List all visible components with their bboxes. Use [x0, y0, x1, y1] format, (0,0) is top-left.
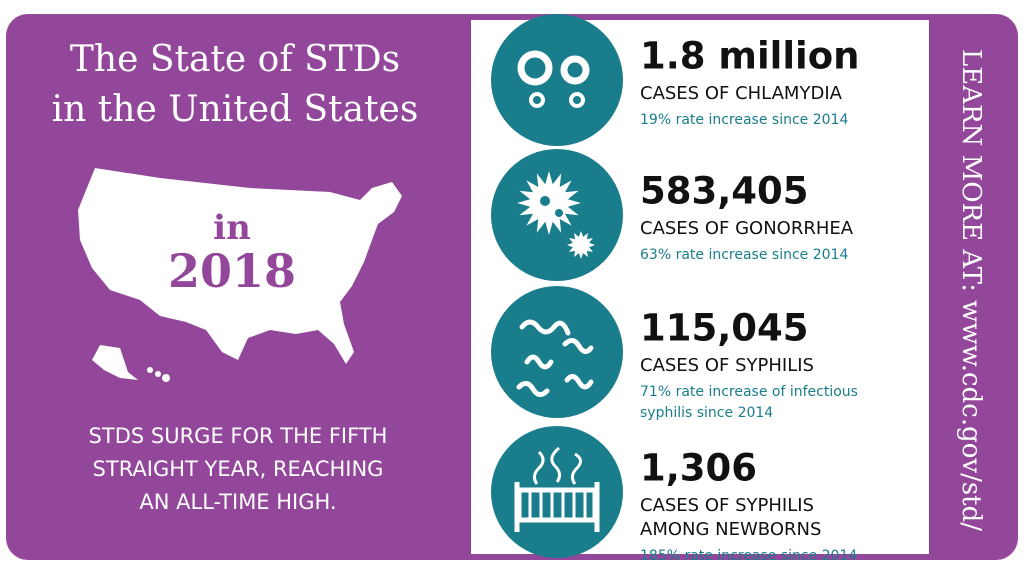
- icon-part: [532, 450, 545, 485]
- title-line: in the United States: [52, 89, 419, 130]
- icon-part: [524, 354, 554, 370]
- stat-note: 19% rate increase since 2014: [640, 112, 848, 128]
- stat-label: AMONG NEWBORNS: [640, 519, 821, 540]
- icon-part: [540, 196, 550, 206]
- alaska: [92, 345, 138, 380]
- sidebar-link[interactable]: LEARN MORE AT: www.cdc.gov/std/: [956, 49, 986, 531]
- stat-label: CASES OF SYPHILIS: [640, 495, 814, 516]
- stat-row: 1.8 million CASES OF CHLAMYDIA 19% rate in…: [491, 14, 859, 146]
- icon-part: [519, 319, 571, 336]
- hawaii: [155, 371, 161, 377]
- stat-icon-circle: [491, 14, 623, 146]
- map-label: in: [213, 208, 251, 248]
- hawaii: [147, 367, 153, 373]
- icon-part: [555, 209, 563, 217]
- headline-line: STRAIGHT YEAR, REACHING: [93, 457, 384, 481]
- hawaii: [162, 374, 170, 382]
- stat-figure: 115,045: [640, 307, 809, 350]
- mainland: [78, 168, 402, 364]
- headline-line: AN ALL-TIME HIGH.: [139, 490, 336, 514]
- icon-part: [570, 452, 582, 485]
- stat-icon-circle: [491, 286, 623, 418]
- icon-part: [516, 381, 550, 397]
- stat-note: 185% rate increase since 2014: [640, 548, 857, 564]
- stat-label: CASES OF SYPHILIS: [640, 355, 814, 376]
- stat-row: 1,306 CASES OF SYPHILIS AMONG NEWBORNS 185%…: [491, 426, 857, 564]
- stat-label: CASES OF CHLAMYDIA: [640, 83, 843, 104]
- stat-note: syphilis since 2014: [640, 405, 773, 421]
- icon-part: [550, 446, 562, 483]
- map-label: 2018: [168, 244, 296, 298]
- stat-label: CASES OF GONORRHEA: [640, 218, 854, 239]
- icon-part: [567, 231, 595, 259]
- stat-figure: 1.8 million: [640, 35, 859, 78]
- stat-row: 583,405 CASES OF GONORRHEA 63% rate increa…: [491, 149, 854, 281]
- icon-part: [569, 92, 585, 108]
- icon-part: [564, 374, 594, 390]
- stat-row: 115,045 CASES OF SYPHILIS 71% rate increas…: [491, 286, 858, 421]
- icon-part: [517, 50, 553, 86]
- title-line: The State of STDs: [70, 39, 400, 80]
- icon-part: [560, 55, 590, 85]
- stat-note: 71% rate increase of infectious: [640, 384, 858, 400]
- icon-part: [562, 338, 594, 354]
- stat-note: 63% rate increase since 2014: [640, 247, 848, 263]
- icon-part: [529, 92, 545, 108]
- stat-figure: 583,405: [640, 170, 809, 213]
- us-map: [78, 168, 402, 382]
- stat-figure: 1,306: [640, 447, 757, 490]
- headline-line: STDS SURGE FOR THE FIFTH: [89, 424, 388, 448]
